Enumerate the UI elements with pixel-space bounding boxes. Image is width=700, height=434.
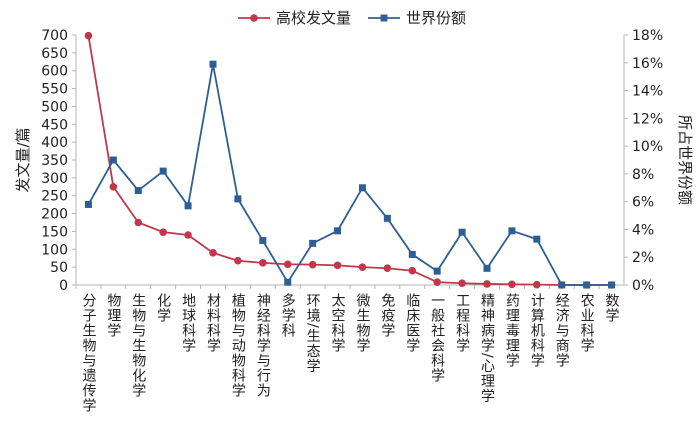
series-1-point: [84, 31, 93, 40]
left-axis-title: 发文量/篇: [14, 127, 32, 192]
category-label: 数学: [604, 293, 620, 323]
series-2-point: [259, 237, 267, 245]
category-label: 生物与生物化学: [130, 293, 146, 398]
series-2-point: [84, 200, 92, 208]
series-2-point: [383, 214, 391, 222]
category-label: 计算机科学: [529, 293, 545, 368]
category-label: 微生物学: [354, 293, 370, 353]
category-label: 环境/生态学: [305, 293, 321, 374]
series-1-point: [134, 218, 143, 227]
series-2-point: [583, 281, 591, 289]
left-tick-label: 700: [41, 28, 68, 44]
series-1-point: [533, 280, 541, 289]
left-tick-label: 450: [41, 117, 68, 133]
left-tick-label: 0: [59, 278, 68, 294]
category-label: 物理学: [105, 293, 121, 338]
series-1-point: [234, 256, 242, 265]
series-1-point: [358, 263, 367, 271]
legend-marker-2: [380, 14, 388, 22]
series-1-point: [184, 231, 192, 239]
series-1-point: [109, 182, 118, 191]
left-tick-label: 350: [41, 153, 68, 169]
series-2-point: [433, 267, 441, 275]
series-1-point: [408, 266, 417, 275]
series-1-point: [333, 261, 342, 270]
series-2-point: [608, 281, 616, 289]
right-tick-label: 0%: [632, 278, 654, 294]
series-2-point: [159, 167, 167, 175]
series-2-point: [234, 195, 242, 203]
series-2-point: [109, 156, 117, 164]
category-label: 神经科学与行为: [255, 293, 271, 398]
series-2-point: [134, 187, 142, 195]
legend-label-1: 高校发文量: [276, 9, 351, 27]
series-1-point: [283, 260, 292, 269]
series-2-point: [209, 60, 217, 68]
left-tick-label: 500: [41, 99, 68, 115]
left-tick-label: 300: [41, 171, 68, 187]
series-1-point: [483, 280, 491, 288]
series-1-point: [383, 264, 392, 273]
left-tick-label: 550: [41, 82, 68, 98]
series-2-point: [184, 202, 192, 210]
series-2-point: [358, 184, 366, 192]
category-label: 化学: [155, 293, 171, 323]
category-label: 药理毒理学: [504, 293, 520, 368]
left-tick-label: 400: [41, 135, 68, 151]
right-axis-title: 所占世界份额: [676, 115, 694, 205]
right-tick-label: 8%: [632, 167, 654, 183]
series-2-point: [408, 250, 416, 258]
category-label: 免疫学: [379, 293, 395, 338]
left-tick-label: 150: [41, 224, 68, 240]
right-tick-label: 2%: [632, 250, 654, 266]
left-tick-label: 50: [50, 260, 68, 276]
series-line-2: [87, 64, 612, 286]
right-tick-label: 14%: [632, 84, 663, 100]
right-tick-label: 18%: [632, 28, 663, 44]
left-tick-label: 650: [41, 46, 68, 62]
category-label: 太空科学: [330, 293, 346, 353]
category-label: 工程科学: [454, 293, 470, 353]
category-label: 临床医学: [404, 293, 420, 353]
series-1-point: [259, 259, 267, 267]
left-tick-label: 200: [41, 207, 68, 223]
series-1-point: [308, 260, 317, 269]
series-1-point: [508, 280, 516, 289]
legend-marker-1: [250, 14, 258, 22]
category-label: 材料科学: [205, 293, 221, 353]
left-tick-label: 100: [41, 242, 68, 258]
right-tick-label: 12%: [632, 111, 663, 127]
category-label: 一般社会科学: [429, 293, 445, 383]
series-2-point: [558, 281, 566, 289]
category-label: 多学科: [280, 292, 296, 338]
series-2-point: [483, 264, 491, 272]
series-2-point: [458, 228, 466, 236]
left-tick-label: 600: [41, 64, 68, 80]
category-label: 植物与动物科学: [230, 293, 246, 398]
series-1-point: [458, 279, 466, 288]
category-label: 地球科学: [180, 293, 196, 353]
series-1-point: [209, 249, 217, 257]
series-1-point: [433, 278, 441, 286]
category-label: 农业科学: [579, 293, 595, 353]
category-label: 经济与商学: [554, 293, 570, 368]
category-label: 精神病学/心理学: [479, 293, 495, 404]
series-2-point: [284, 278, 292, 286]
series-2-point: [309, 239, 317, 247]
right-tick-label: 4%: [632, 222, 654, 238]
series-line-1: [87, 35, 612, 286]
right-tick-label: 10%: [632, 139, 663, 155]
series-2-point: [533, 235, 541, 243]
right-tick-label: 16%: [632, 56, 663, 72]
series-2-point: [334, 227, 342, 235]
series-1-point: [159, 228, 167, 236]
legend-label-2: 世界份额: [406, 9, 466, 27]
category-label: 分子生物与遗传学: [80, 293, 96, 413]
series-2-point: [508, 227, 516, 235]
left-tick-label: 250: [41, 189, 68, 205]
right-tick-label: 6%: [632, 195, 654, 211]
